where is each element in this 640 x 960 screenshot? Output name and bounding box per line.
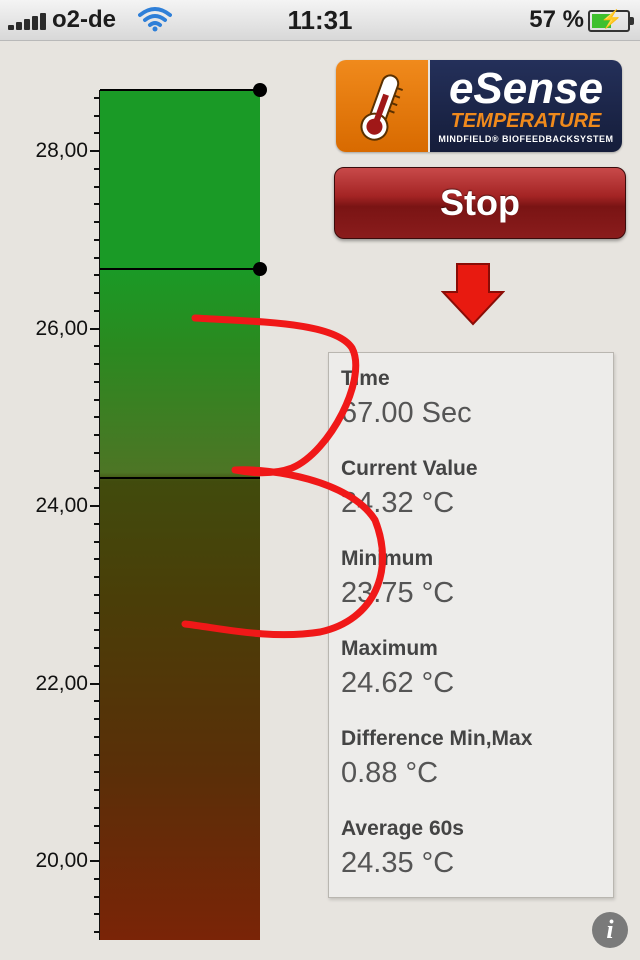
gauge-major-tick (90, 150, 100, 152)
gauge-major-tick (90, 683, 100, 685)
gauge-minor-tick (94, 523, 100, 525)
logo-brand: eSense (448, 64, 604, 113)
range-bottom-line (100, 268, 260, 270)
gauge-minor-tick (94, 700, 100, 702)
gauge-minor-tick (94, 239, 100, 241)
gauge-minor-tick (94, 896, 100, 898)
stats-panel: Time 67.00 Sec Current Value 24.32 °C Mi… (328, 352, 614, 898)
esense-logo: eSense TEMPERATURE MINDFIELD® BIOFEEDBAC… (336, 60, 622, 152)
maximum-value: 24.62 °C (341, 667, 455, 699)
gauge-minor-tick (94, 487, 100, 489)
difference-label: Difference Min,Max (341, 727, 533, 750)
gauge-minor-tick (94, 771, 100, 773)
gauge-minor-tick (94, 345, 100, 347)
gauge-minor-tick (94, 665, 100, 667)
time-label: Time (341, 367, 390, 390)
gauge-minor-tick (94, 825, 100, 827)
gauge-minor-tick (94, 913, 100, 915)
gauge-major-tick (90, 860, 100, 862)
gauge-minor-tick (94, 363, 100, 365)
info-button[interactable]: i (592, 912, 628, 948)
gauge-minor-tick (94, 416, 100, 418)
gauge-minor-tick (94, 842, 100, 844)
gauge-minor-tick (94, 541, 100, 543)
logo-tagline: MINDFIELD® BIOFEEDBACKSYSTEM (438, 134, 614, 144)
maximum-label: Maximum (341, 637, 438, 660)
gauge-minor-tick (94, 274, 100, 276)
wifi-icon (138, 7, 172, 32)
gauge-minor-tick (94, 115, 100, 117)
gauge-minor-tick (94, 132, 100, 134)
arrow-down-icon (441, 263, 505, 326)
temperature-bar (100, 90, 260, 940)
gauge-minor-tick (94, 647, 100, 649)
range-top-handle[interactable] (253, 83, 267, 97)
logo-icon-tile (336, 60, 428, 152)
gauge-minor-tick (94, 754, 100, 756)
battery-icon: ⚡ (588, 9, 634, 32)
tick-label-28: 28,00 (35, 139, 88, 162)
clock: 11:31 (287, 5, 353, 35)
gauge-minor-tick (94, 558, 100, 560)
current-value-line (100, 477, 260, 479)
gauge-minor-tick (94, 186, 100, 188)
gauge-minor-tick (94, 931, 100, 933)
gauge-minor-tick (94, 629, 100, 631)
gauge-minor-tick (94, 718, 100, 720)
tick-label-22: 22,00 (35, 672, 88, 695)
stop-button[interactable]: Stop (334, 167, 626, 239)
battery-fill (592, 14, 612, 28)
gauge-minor-tick (94, 594, 100, 596)
gauge-minor-tick (94, 310, 100, 312)
carrier-name: o2-de (52, 6, 117, 33)
minimum-label: Minimum (341, 547, 434, 570)
difference-value: 0.88 °C (341, 757, 439, 789)
current-value: 24.32 °C (341, 487, 455, 519)
gauge-minor-tick (94, 381, 100, 383)
gauge-minor-tick (94, 878, 100, 880)
minimum-value: 23.75 °C (341, 577, 455, 609)
gauge-minor-tick (94, 434, 100, 436)
range-bottom-handle[interactable] (253, 262, 267, 276)
gauge-minor-tick (94, 612, 100, 614)
logo-product: TEMPERATURE (450, 110, 602, 132)
gauge-minor-tick (94, 789, 100, 791)
average-value: 24.35 °C (341, 847, 455, 879)
gauge-minor-tick (94, 221, 100, 223)
gauge-minor-tick (94, 807, 100, 809)
charging-bolt-icon: ⚡ (600, 9, 623, 29)
current-value-label: Current Value (341, 457, 478, 480)
gauge-minor-tick (94, 97, 100, 99)
gauge-major-tick (90, 328, 100, 330)
tick-label-24: 24,00 (35, 494, 88, 517)
gauge-minor-tick (94, 203, 100, 205)
gauge-minor-tick (94, 452, 100, 454)
tick-label-20: 20,00 (35, 849, 88, 872)
range-top-line (100, 89, 260, 91)
signal-strength-icon (8, 12, 48, 30)
gauge-minor-tick (94, 399, 100, 401)
logo-text-tile: eSense TEMPERATURE MINDFIELD® BIOFEEDBAC… (430, 60, 622, 152)
gauge-minor-tick (94, 470, 100, 472)
gauge-minor-tick (94, 257, 100, 259)
status-bar: o2-de 11:31 57 % ⚡ (0, 0, 640, 41)
tick-label-26: 26,00 (35, 317, 88, 340)
battery-percentage: 57 % (529, 6, 584, 33)
gauge-minor-tick (94, 168, 100, 170)
average-label: Average 60s (341, 817, 464, 840)
gauge-minor-tick (94, 292, 100, 294)
gauge-minor-tick (94, 736, 100, 738)
time-value: 67.00 Sec (341, 397, 472, 429)
gauge-major-tick (90, 505, 100, 507)
gauge-minor-tick (94, 576, 100, 578)
thermometer-icon (360, 74, 404, 141)
